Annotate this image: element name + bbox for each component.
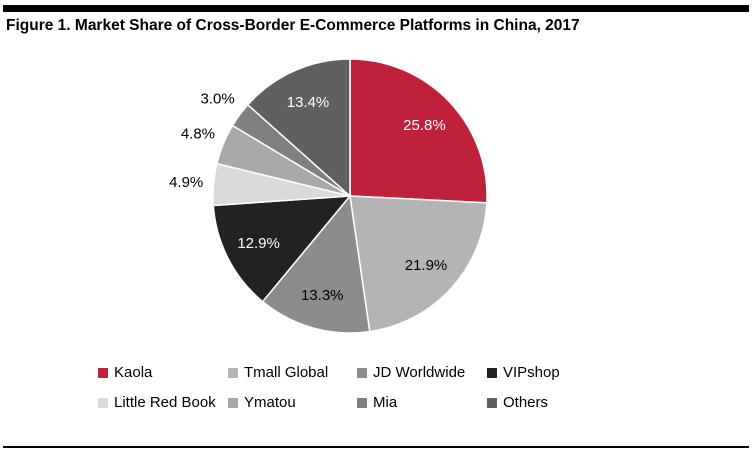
legend-item: JD Worldwide [357,364,487,381]
data-label: 3.0% [201,91,235,108]
data-label: 13.4% [287,94,330,111]
data-label: 13.3% [301,287,344,304]
legend-label: VIPshop [503,364,560,381]
legend-swatch [98,397,108,408]
legend-swatch [98,367,108,378]
pie-slice-jd-worldwide [261,194,371,334]
legend-item: Ymatou [228,394,357,411]
legend-swatch [228,397,238,408]
bottom-rule [3,446,749,448]
legend-label: JD Worldwide [373,364,466,381]
pie-slice-kaola [349,58,488,204]
legend-item: Others [487,394,587,411]
pie-slice-tmall-global [349,195,488,333]
legend-label: Ymatou [244,394,296,411]
legend-item: Little Red Book [98,394,228,411]
legend-item: Mia [357,394,487,411]
legend-label: Tmall Global [244,364,329,381]
data-label: 4.9% [169,174,203,191]
legend-label: Others [503,394,549,411]
legend-item: Tmall Global [228,364,357,381]
pie-slice-vipshop [212,195,352,303]
chart-title: Figure 1. Market Share of Cross-Border E… [6,17,580,34]
top-rule [3,5,749,12]
legend-swatch [487,397,497,408]
legend-swatch [357,397,367,408]
data-label: 4.8% [181,126,215,143]
pie-slice-others [246,58,351,198]
legend-swatch [487,367,497,378]
legend-item: Kaola [98,364,228,381]
legend-label: Kaola [114,364,153,381]
data-label: 12.9% [237,235,280,252]
data-label: 25.8% [403,117,446,134]
legend: Kaola Tmall Global JD Worldwide VIPshop Litt… [98,364,587,411]
legend-swatch [228,367,238,378]
legend-label: Mia [373,394,398,411]
legend-item: VIPshop [487,364,587,381]
data-label: 21.9% [405,257,448,274]
legend-label: Little Red Book [114,394,216,411]
legend-swatch [357,367,367,378]
